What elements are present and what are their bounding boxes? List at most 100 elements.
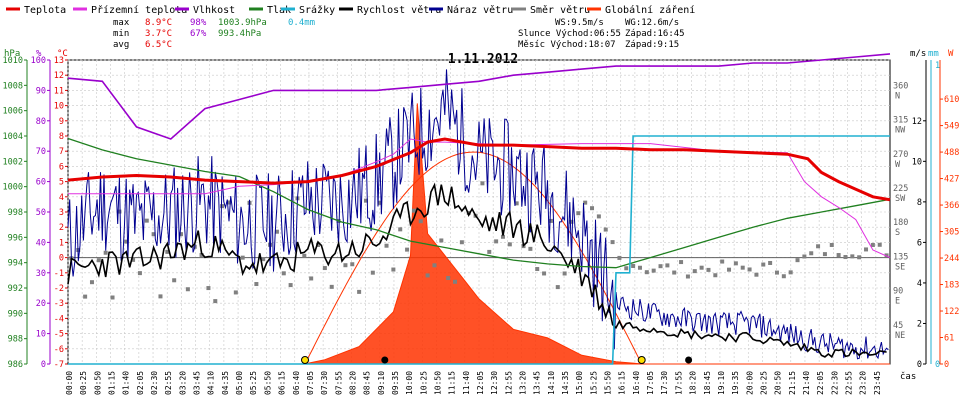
series-wind-direction-point (274, 229, 279, 234)
x-tick-label: 18:20 (689, 371, 698, 395)
series-wind-direction-point (864, 247, 869, 252)
x-tick-label: 11:15 (448, 371, 457, 395)
axis-tick-label-ms: 6 (917, 238, 922, 248)
axis-tick-label-dir: 315 (893, 116, 908, 126)
axis-tick-label-c: -7 (54, 360, 64, 370)
series-wind-direction-point (774, 270, 779, 275)
series-wind-direction-point (363, 198, 368, 203)
series-wind-direction-point (281, 271, 286, 276)
axis-tick-label-c: -6 (54, 345, 64, 355)
x-tick-label: 11:40 (462, 371, 471, 395)
series-wind-direction-point (651, 268, 656, 273)
axis-tick-label-mm: 1 (935, 61, 940, 71)
series-wind-direction-point (884, 253, 889, 258)
x-tick-label: 05:00 (235, 371, 244, 395)
axis-tick-label-c: 12 (54, 71, 64, 81)
axis-tick-label-hpa: 1002 (3, 157, 23, 167)
axis-tick-label-c: 5 (59, 178, 64, 188)
series-wind-direction-point (528, 246, 533, 251)
series-wind-direction-point (411, 208, 416, 213)
x-tick-label: 02:05 (136, 371, 145, 395)
series-wind-direction-point (809, 251, 814, 256)
legend-label: Náraz větru (447, 4, 513, 16)
series-wind-direction-point (754, 272, 759, 277)
sunrise-marker (301, 356, 310, 364)
series-wind-direction-point (83, 294, 88, 299)
info-block: WS:9.5m/s WG:12.6m/s Slunce Východ:06:55 Zá… (518, 18, 685, 50)
series-wind-direction-point (350, 262, 355, 267)
series-wind-direction-point (610, 240, 615, 245)
series-wind-direction-point (220, 204, 225, 209)
axis-tick-label-pct: 10 (36, 330, 46, 340)
axis-tick-label-dir-compass: S (895, 228, 900, 238)
series-wind-direction-point (692, 269, 697, 274)
axis-tick-label-hpa: 1008 (3, 81, 23, 91)
series-wind-direction-point (480, 181, 485, 186)
axis-tick-label-c: -2 (54, 284, 64, 294)
legend-label: Teplota (24, 5, 66, 16)
series-wind-direction-point (699, 265, 704, 270)
series-wind-direction-point (816, 244, 821, 249)
series-wind-direction-point (555, 285, 560, 290)
axis-tick-label-c: -1 (54, 269, 64, 279)
series-wind-direction-point (329, 284, 334, 289)
series-wind-direction-point (391, 267, 396, 272)
x-tick-label: 16:15 (618, 371, 627, 395)
x-tick-label: 02:30 (150, 371, 159, 395)
info-wind-gust: WG:12.6m/s (625, 18, 679, 28)
series-wind-direction-point (446, 276, 451, 281)
axis-tick-label-dir: 135 (893, 252, 908, 262)
legend-label: Přízemní teplota (91, 4, 187, 16)
axis-tick-label-ms: 12 (912, 117, 922, 127)
x-tick-label: 13:45 (533, 371, 542, 395)
series-wind-direction-point (542, 271, 547, 276)
x-tick-label: 20:25 (759, 371, 768, 395)
series-wind-direction-point (199, 252, 204, 257)
info-sun-set: Západ:16:45 (625, 29, 685, 39)
stats-pressure: 1003.9hPa (218, 18, 267, 28)
legend-label: Rychlost větru (357, 4, 441, 16)
x-axis-title: čas (900, 371, 916, 382)
series-wind-direction-point (316, 242, 321, 247)
axis-tick-label-pct: 40 (36, 238, 46, 248)
series-pressure (67, 137, 891, 269)
x-tick-label: 13:20 (519, 371, 528, 395)
x-tick-label: 12:55 (504, 371, 513, 395)
axis-tick-label-hpa: 990 (8, 309, 23, 319)
legend-label: Globální záření (605, 4, 695, 16)
series-wind-direction-point (405, 247, 410, 252)
x-tick-label: 03:20 (178, 371, 187, 395)
series-wind-direction-point (658, 264, 663, 269)
series-humidity (67, 53, 891, 140)
series-wind-direction-point (377, 200, 382, 205)
axis-title-hpa: hPa (4, 49, 20, 59)
axis-tick-label-hpa: 996 (8, 233, 23, 243)
series-wind-direction-point (665, 263, 670, 268)
axis-tick-label-hpa: 1000 (3, 183, 23, 193)
info-moon-set: Západ:9:15 (625, 40, 679, 50)
axis-tick-label-w: 244 (944, 254, 959, 264)
x-tick-label: 00:25 (79, 371, 88, 395)
legend-label: Tlak (267, 5, 291, 16)
axis-tick-label-pct: 0 (41, 360, 46, 370)
series-wind-direction-point (781, 274, 786, 279)
series-wind-direction-point (288, 283, 293, 288)
series-wind-direction-point (548, 218, 553, 223)
series-wind-direction-point (398, 227, 403, 232)
series-wind-direction-point (706, 267, 711, 272)
series-wind-direction-point (685, 274, 690, 279)
x-tick-label: 16:40 (632, 371, 641, 395)
series-wind-direction-point (747, 267, 752, 272)
axis-tick-label-c: -3 (54, 299, 64, 309)
axis-tick-label-w: 305 (944, 228, 959, 238)
axis-tick-label-dir: 180 (893, 218, 908, 228)
axis-tick-label-pct: 20 (36, 299, 46, 309)
series-wind-direction-point (151, 232, 156, 237)
series-wind-direction-point (569, 219, 574, 224)
axis-tick-label-c: 4 (59, 193, 64, 203)
series-wind-direction-point (261, 257, 266, 262)
x-tick-label: 07:55 (334, 371, 343, 395)
x-tick-label: 10:50 (433, 371, 442, 395)
axis-title-c: °C (57, 49, 68, 59)
